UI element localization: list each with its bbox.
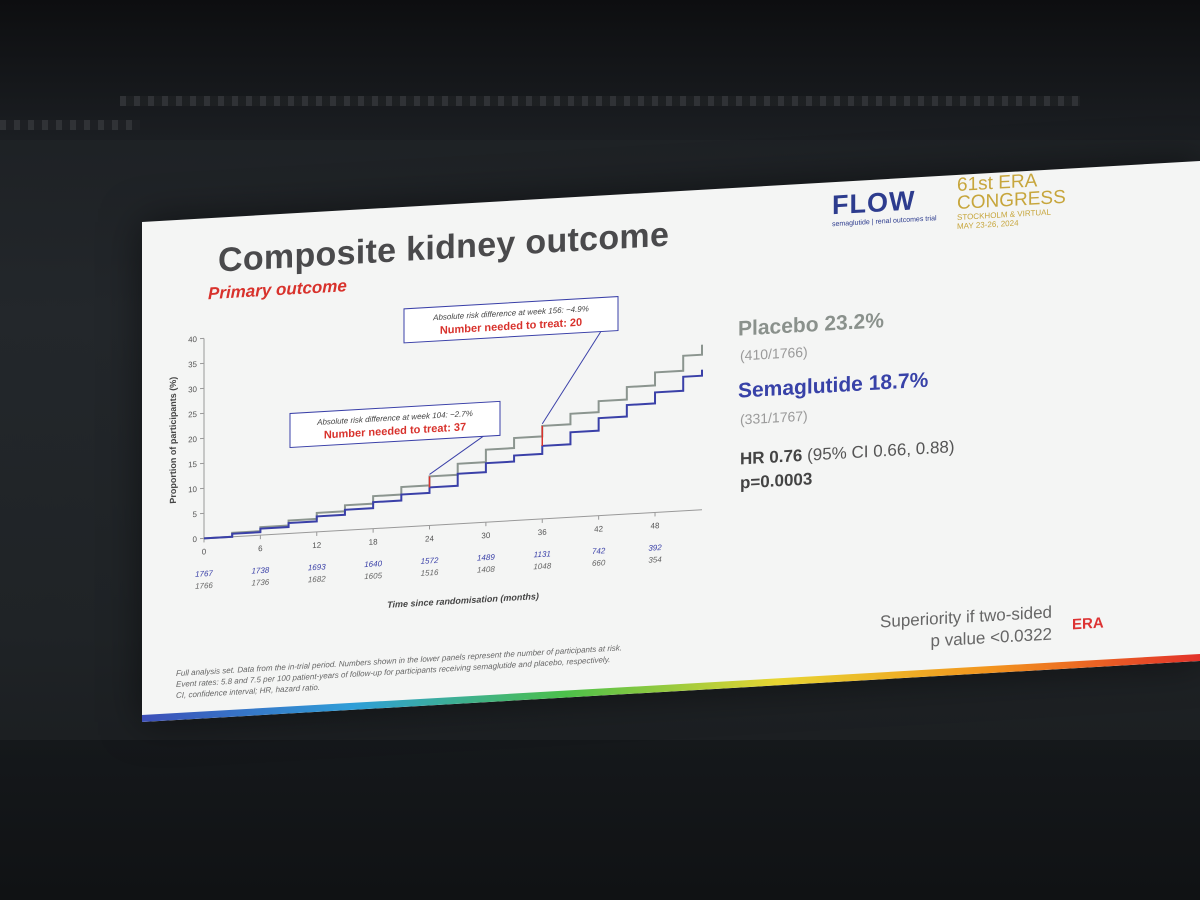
at-risk-placebo: 1408 — [477, 565, 495, 575]
at-risk-placebo: 1048 — [533, 561, 551, 571]
at-risk-placebo: 660 — [592, 558, 606, 568]
at-risk-semaglutide: 1489 — [477, 553, 495, 563]
at-risk-placebo: 1516 — [421, 568, 439, 578]
at-risk-semaglutide: 1738 — [251, 566, 269, 576]
hr-ci: (95% CI 0.66, 0.88) — [802, 437, 955, 465]
hr-value: HR 0.76 — [740, 445, 803, 469]
at-risk-semaglutide: 1767 — [195, 569, 213, 579]
ceiling — [0, 0, 1200, 140]
annotation-box — [289, 400, 501, 448]
annotation-box — [403, 296, 619, 344]
flow-trial-logo: FLOW semaglutide | renal outcomes trial — [832, 184, 942, 234]
at-risk-placebo: 1605 — [364, 571, 382, 581]
hazard-ratio: HR 0.76 (95% CI 0.66, 0.88) — [740, 437, 955, 469]
era-congress-logo: 61st ERA CONGRESS STOCKHOLM & VIRTUAL MA… — [957, 170, 1067, 239]
x-tick-label: 6 — [258, 544, 263, 553]
y-tick-label: 5 — [193, 510, 198, 519]
y-tick-label: 40 — [188, 335, 197, 345]
y-tick-label: 0 — [193, 535, 198, 544]
x-tick-label: 42 — [594, 524, 603, 534]
at-risk-semaglutide: 392 — [648, 543, 662, 553]
placebo-rate: Placebo 23.2% — [738, 309, 884, 341]
x-tick-label: 36 — [538, 528, 547, 538]
lighting-truss — [0, 120, 140, 130]
at-risk-placebo: 1736 — [251, 578, 269, 588]
slide-title: Composite kidney outcome — [218, 215, 670, 280]
km-chart: 0 5 10 15 20 25 30 35 40 0 6 12 18 24 30 36 42 48 Proporti… — [168, 296, 703, 610]
y-tick-label: 20 — [188, 435, 197, 445]
annotation-leader — [429, 435, 484, 475]
y-tick-label: 25 — [188, 410, 197, 420]
at-risk-semaglutide: 1693 — [308, 562, 326, 572]
semaglutide-rate: Semaglutide 18.7% — [738, 368, 929, 403]
x-tick-label: 48 — [651, 521, 660, 531]
flow-tag-left: semaglutide — [832, 219, 870, 229]
x-tick-label: 18 — [369, 537, 378, 547]
semaglutide-curve — [204, 369, 703, 540]
y-tick-label: 15 — [188, 460, 197, 470]
x-axis — [204, 509, 702, 539]
y-tick-label: 30 — [188, 385, 197, 395]
projected-slide: Composite kidney outcome Primary outcome… — [142, 160, 1200, 722]
superiority-note: Superiority if two-sided p value <0.0322 — [832, 602, 1052, 659]
p-value: p=0.0003 — [740, 469, 813, 493]
at-risk-placebo: 1682 — [308, 574, 326, 584]
x-axis-label: Time since randomisation (months) — [387, 591, 539, 610]
y-axis-label: Proportion of participants (%) — [168, 376, 178, 503]
at-risk-semaglutide: 1572 — [421, 556, 439, 566]
y-tick-label: 10 — [188, 485, 197, 495]
x-tick-label: 30 — [481, 531, 490, 541]
slide-subtitle: Primary outcome — [208, 276, 347, 304]
x-tick-label: 24 — [425, 534, 434, 544]
y-tick-label: 35 — [188, 360, 197, 370]
lighting-truss — [120, 96, 1080, 106]
placebo-curve — [204, 344, 703, 540]
at-risk-placebo: 354 — [648, 555, 662, 565]
x-tick-label: 12 — [312, 541, 321, 551]
annotation-leader — [541, 331, 602, 425]
semaglutide-count: (331/1767) — [740, 407, 808, 428]
placebo-count: (410/1766) — [740, 343, 808, 364]
at-risk-semaglutide: 742 — [592, 546, 606, 556]
at-risk-placebo: 1766 — [195, 581, 213, 591]
at-risk-semaglutide: 1131 — [534, 549, 551, 559]
auditorium-floor — [0, 740, 1200, 900]
x-tick-label: 0 — [202, 547, 207, 556]
at-risk-semaglutide: 1640 — [364, 559, 382, 569]
era-society-logo: ERA — [1072, 614, 1104, 634]
